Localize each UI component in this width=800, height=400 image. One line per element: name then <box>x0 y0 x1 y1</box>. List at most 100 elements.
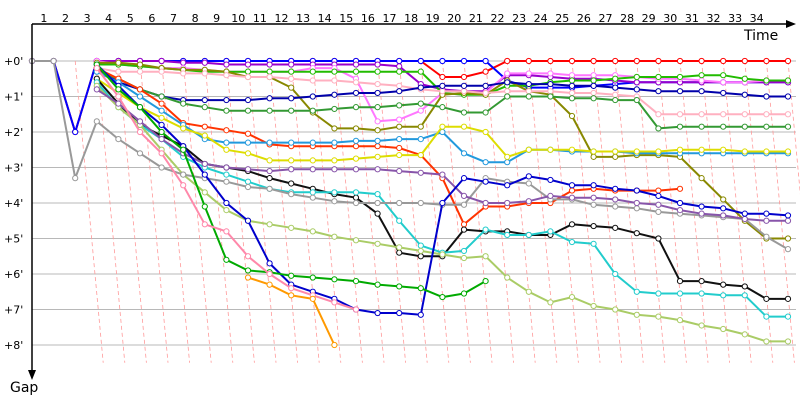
x-tick-label: 6 <box>148 12 155 25</box>
x-tick-label: 30 <box>663 12 677 25</box>
data-point <box>568 89 576 97</box>
data-point <box>266 260 273 267</box>
data-point <box>590 82 597 89</box>
y-tick-label: +6' <box>4 268 23 281</box>
data-point <box>568 146 576 153</box>
data-point <box>417 123 424 130</box>
data-point <box>698 203 705 210</box>
data-point <box>482 109 489 116</box>
data-point <box>655 235 662 242</box>
data-point <box>655 192 662 199</box>
data-point <box>93 118 100 125</box>
data-point <box>180 125 187 132</box>
data-point <box>460 73 468 81</box>
data-point <box>590 148 597 155</box>
data-point <box>201 171 208 178</box>
data-point <box>460 88 468 95</box>
data-point <box>504 231 511 239</box>
data-point <box>676 88 684 95</box>
data-point <box>741 331 748 338</box>
data-point <box>460 82 468 89</box>
x-tick-label: 29 <box>642 12 656 25</box>
data-point <box>439 199 446 207</box>
data-point <box>676 278 684 285</box>
data-point <box>288 292 295 299</box>
data-point <box>741 210 748 217</box>
data-point <box>180 182 187 189</box>
data-point <box>331 125 338 132</box>
data-point <box>136 118 144 125</box>
data-point <box>763 313 770 320</box>
data-point <box>741 148 748 155</box>
data-point <box>93 86 100 93</box>
guide-line <box>528 60 558 363</box>
data-point <box>266 139 273 146</box>
guide-line <box>182 60 212 363</box>
data-point <box>352 237 360 244</box>
data-point <box>482 278 489 285</box>
data-point <box>676 57 684 65</box>
data-point <box>288 224 295 231</box>
data-point <box>201 123 208 130</box>
data-point <box>655 111 662 118</box>
data-point <box>136 93 144 100</box>
data-point <box>180 70 187 77</box>
series-line <box>32 60 789 251</box>
data-point <box>331 105 338 113</box>
data-point <box>136 86 144 93</box>
x-tick-label: 19 <box>426 12 440 25</box>
data-point <box>568 112 576 120</box>
data-point <box>158 121 165 129</box>
data-point <box>244 183 252 191</box>
data-point <box>331 198 338 205</box>
data-point <box>525 198 532 205</box>
data-point <box>417 100 424 107</box>
data-point <box>223 178 230 185</box>
data-point <box>223 61 230 68</box>
data-point <box>288 107 295 114</box>
data-point <box>158 150 165 157</box>
x-tick-label: 25 <box>555 12 569 25</box>
data-point <box>136 150 144 157</box>
data-point <box>417 68 424 75</box>
data-point <box>590 182 597 189</box>
data-point <box>374 118 381 125</box>
data-point <box>396 123 403 130</box>
data-point <box>331 276 338 283</box>
data-point <box>115 100 122 107</box>
data-point <box>720 325 727 333</box>
data-point <box>612 75 619 82</box>
guide-line <box>701 60 730 363</box>
data-point <box>223 171 230 178</box>
x-axis-title: Time <box>743 28 778 44</box>
data-point <box>158 68 165 75</box>
data-point <box>417 311 424 318</box>
data-point <box>136 104 144 111</box>
data-point <box>439 251 446 258</box>
x-tick-label: 1 <box>40 12 47 25</box>
data-point <box>352 189 360 196</box>
data-point <box>504 70 511 77</box>
data-point <box>460 254 468 262</box>
data-point <box>504 159 511 166</box>
data-point <box>568 95 576 102</box>
data-point <box>633 79 640 86</box>
data-point <box>784 338 792 345</box>
data-point <box>288 61 295 68</box>
data-point <box>374 309 381 317</box>
data-point <box>72 175 79 182</box>
data-point <box>655 73 662 81</box>
data-point <box>223 256 230 263</box>
data-point <box>158 128 165 136</box>
data-point <box>547 228 554 235</box>
x-tick-label: 26 <box>577 12 591 25</box>
data-point <box>676 123 684 130</box>
data-point <box>331 341 338 349</box>
data-point <box>525 88 532 95</box>
data-point <box>763 295 770 302</box>
data-point <box>655 201 662 208</box>
data-point <box>784 123 792 130</box>
y-tick-label: +3' <box>4 162 23 175</box>
data-point <box>460 192 468 199</box>
data-point <box>784 295 792 302</box>
